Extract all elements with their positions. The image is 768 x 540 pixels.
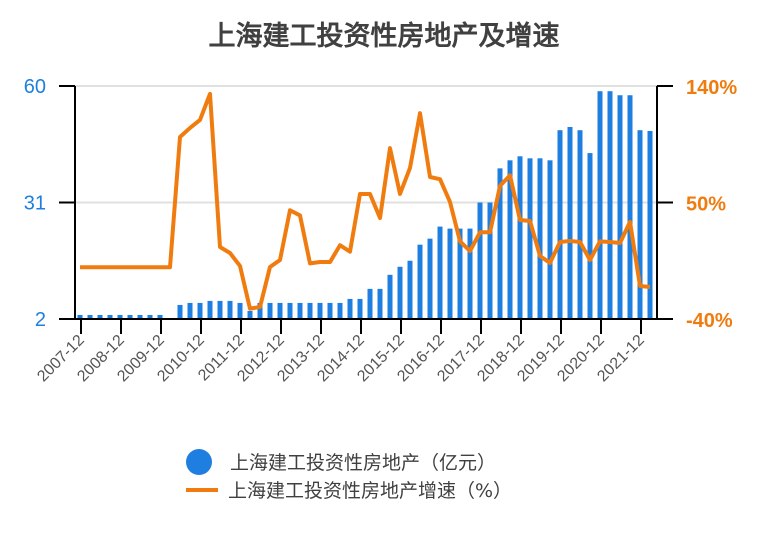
bar (607, 91, 613, 319)
bar (427, 238, 433, 319)
growth-line (80, 91, 651, 311)
bar (77, 314, 83, 319)
legend-bar-swatch (186, 448, 212, 475)
bar (327, 302, 333, 319)
bar (287, 302, 293, 319)
bar (227, 300, 233, 319)
bar (597, 91, 603, 319)
legend-line-label: 上海建工投资性房地产增速（%） (228, 480, 513, 502)
bar (207, 300, 213, 319)
bar (237, 302, 243, 319)
right-tick-label: 140% (686, 77, 737, 99)
legend-item-bar[interactable]: 上海建工投资性房地产（亿元） (186, 448, 496, 475)
bar (477, 202, 483, 319)
bar (257, 302, 263, 319)
chart: 23160-40%50%140%2007-122008-122009-12201… (24, 76, 738, 385)
bar (277, 302, 283, 319)
bar (527, 158, 533, 319)
bar (197, 302, 203, 319)
bar (517, 156, 523, 319)
legend-item-line[interactable]: 上海建工投资性房地产增速（%） (186, 476, 512, 503)
bar (487, 202, 493, 319)
bar (267, 302, 273, 319)
bar (157, 314, 163, 319)
bar (647, 130, 653, 319)
bar (127, 314, 133, 319)
bar (347, 298, 353, 319)
bar (617, 95, 623, 319)
bar (97, 314, 103, 319)
left-tick-label: 2 (35, 309, 46, 331)
legend-line-swatch (186, 487, 218, 492)
bar (407, 260, 413, 319)
bar (307, 302, 313, 319)
bar (107, 314, 113, 319)
legend-bar-label: 上海建工投资性房地产（亿元） (230, 452, 497, 474)
bar (147, 314, 153, 319)
bar (547, 160, 553, 319)
bar (587, 153, 593, 319)
bar (317, 302, 323, 319)
bar (297, 302, 303, 319)
bar (567, 126, 573, 319)
bar (507, 160, 513, 319)
bar (387, 274, 393, 319)
bar (177, 304, 183, 319)
bar (377, 288, 383, 319)
bar (357, 298, 363, 319)
left-tick-label: 60 (24, 76, 46, 98)
bar (457, 228, 463, 319)
right-tick-label: -40% (686, 310, 733, 332)
left-tick-label: 31 (24, 193, 46, 215)
bar (117, 314, 123, 319)
bar (537, 158, 543, 319)
bar (467, 228, 473, 319)
right-tick-label: 50% (686, 194, 726, 216)
bar (247, 310, 253, 319)
bar (447, 228, 453, 319)
bar (637, 130, 643, 319)
bar (367, 288, 373, 319)
bar (217, 300, 223, 319)
bar (577, 130, 583, 319)
bar (627, 95, 633, 319)
bar (397, 266, 403, 319)
bar (417, 244, 423, 319)
bar (557, 130, 563, 319)
bar (497, 168, 503, 319)
chart-title: 上海建工投资性房地产及增速 (208, 21, 560, 52)
bar (337, 302, 343, 319)
bar (437, 226, 443, 319)
bar (137, 314, 143, 319)
bar (187, 302, 193, 319)
bar (87, 314, 93, 319)
